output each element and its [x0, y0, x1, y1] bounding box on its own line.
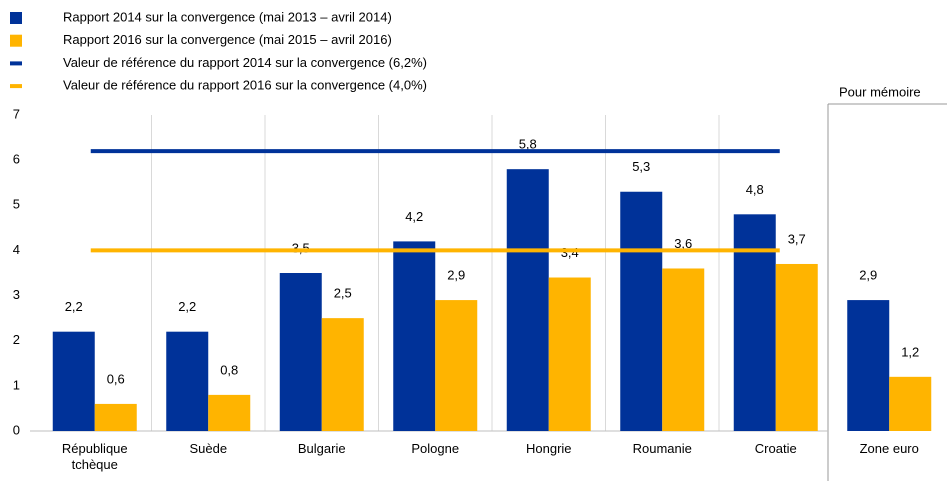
bar: [52, 331, 95, 431]
y-tick-label: 2: [13, 332, 20, 347]
legend-swatch: [10, 34, 22, 47]
legend-label: Valeur de référence du rapport 2016 sur …: [63, 78, 427, 93]
bar: [662, 268, 705, 431]
x-tick-label: Hongrie: [525, 441, 572, 456]
data-label: 2,9: [859, 268, 877, 283]
bar: [889, 376, 932, 431]
x-tick-label: Zone euro: [859, 441, 919, 456]
y-tick-label: 0: [13, 422, 20, 437]
bar: [208, 394, 251, 431]
legend-swatch: [10, 84, 22, 89]
legend-label: Rapport 2014 sur la convergence (mai 201…: [63, 9, 392, 24]
bar: [548, 277, 591, 431]
data-label: 0,8: [220, 362, 238, 377]
x-tick-label: Bulgarie: [297, 441, 346, 456]
y-tick-label: 7: [13, 106, 20, 121]
legend-label: Rapport 2016 sur la convergence (mai 201…: [63, 32, 392, 47]
data-label: 3,5: [292, 240, 310, 255]
data-label: 2,2: [178, 299, 196, 314]
y-tick-label: 5: [13, 197, 20, 212]
data-label: 3,7: [788, 231, 806, 246]
data-label: 3,6: [674, 236, 692, 251]
bar: [620, 191, 663, 431]
bar: [94, 403, 137, 431]
data-label: 4,2: [405, 209, 423, 224]
legend-swatch: [10, 61, 22, 66]
bar: [321, 318, 364, 431]
bar: [506, 169, 549, 431]
data-label: 2,5: [334, 286, 352, 301]
data-label: 5,8: [519, 137, 537, 152]
y-tick-label: 4: [13, 242, 20, 257]
data-label: 2,2: [65, 299, 83, 314]
bar: [775, 263, 818, 431]
data-label: 4,8: [746, 182, 764, 197]
y-tick-label: 1: [13, 377, 20, 392]
bar: [166, 331, 209, 431]
bar: [435, 300, 478, 431]
legend-swatch: [10, 12, 22, 24]
data-label: 3,4: [561, 245, 579, 260]
y-tick-label: 3: [13, 287, 20, 302]
x-tick-label: Croatie: [754, 441, 797, 456]
data-label: 5,3: [632, 159, 650, 174]
annotation: Pour mémoire: [839, 84, 921, 99]
bar: [393, 241, 436, 431]
data-label: 0,6: [107, 371, 125, 386]
y-tick-label: 6: [13, 152, 20, 167]
legend-label: Valeur de référence du rapport 2014 sur …: [63, 55, 427, 70]
bar: [733, 214, 776, 431]
data-label: 2,9: [447, 268, 465, 283]
x-tick-label: Suède: [189, 441, 228, 456]
x-tick-label: Roumanie: [632, 441, 692, 456]
bar: [847, 300, 890, 431]
x-tick-label: Pologne: [411, 441, 460, 456]
bar: [279, 273, 322, 431]
x-tick-label: République tchèque: [61, 441, 128, 472]
data-label: 1,2: [901, 344, 919, 359]
